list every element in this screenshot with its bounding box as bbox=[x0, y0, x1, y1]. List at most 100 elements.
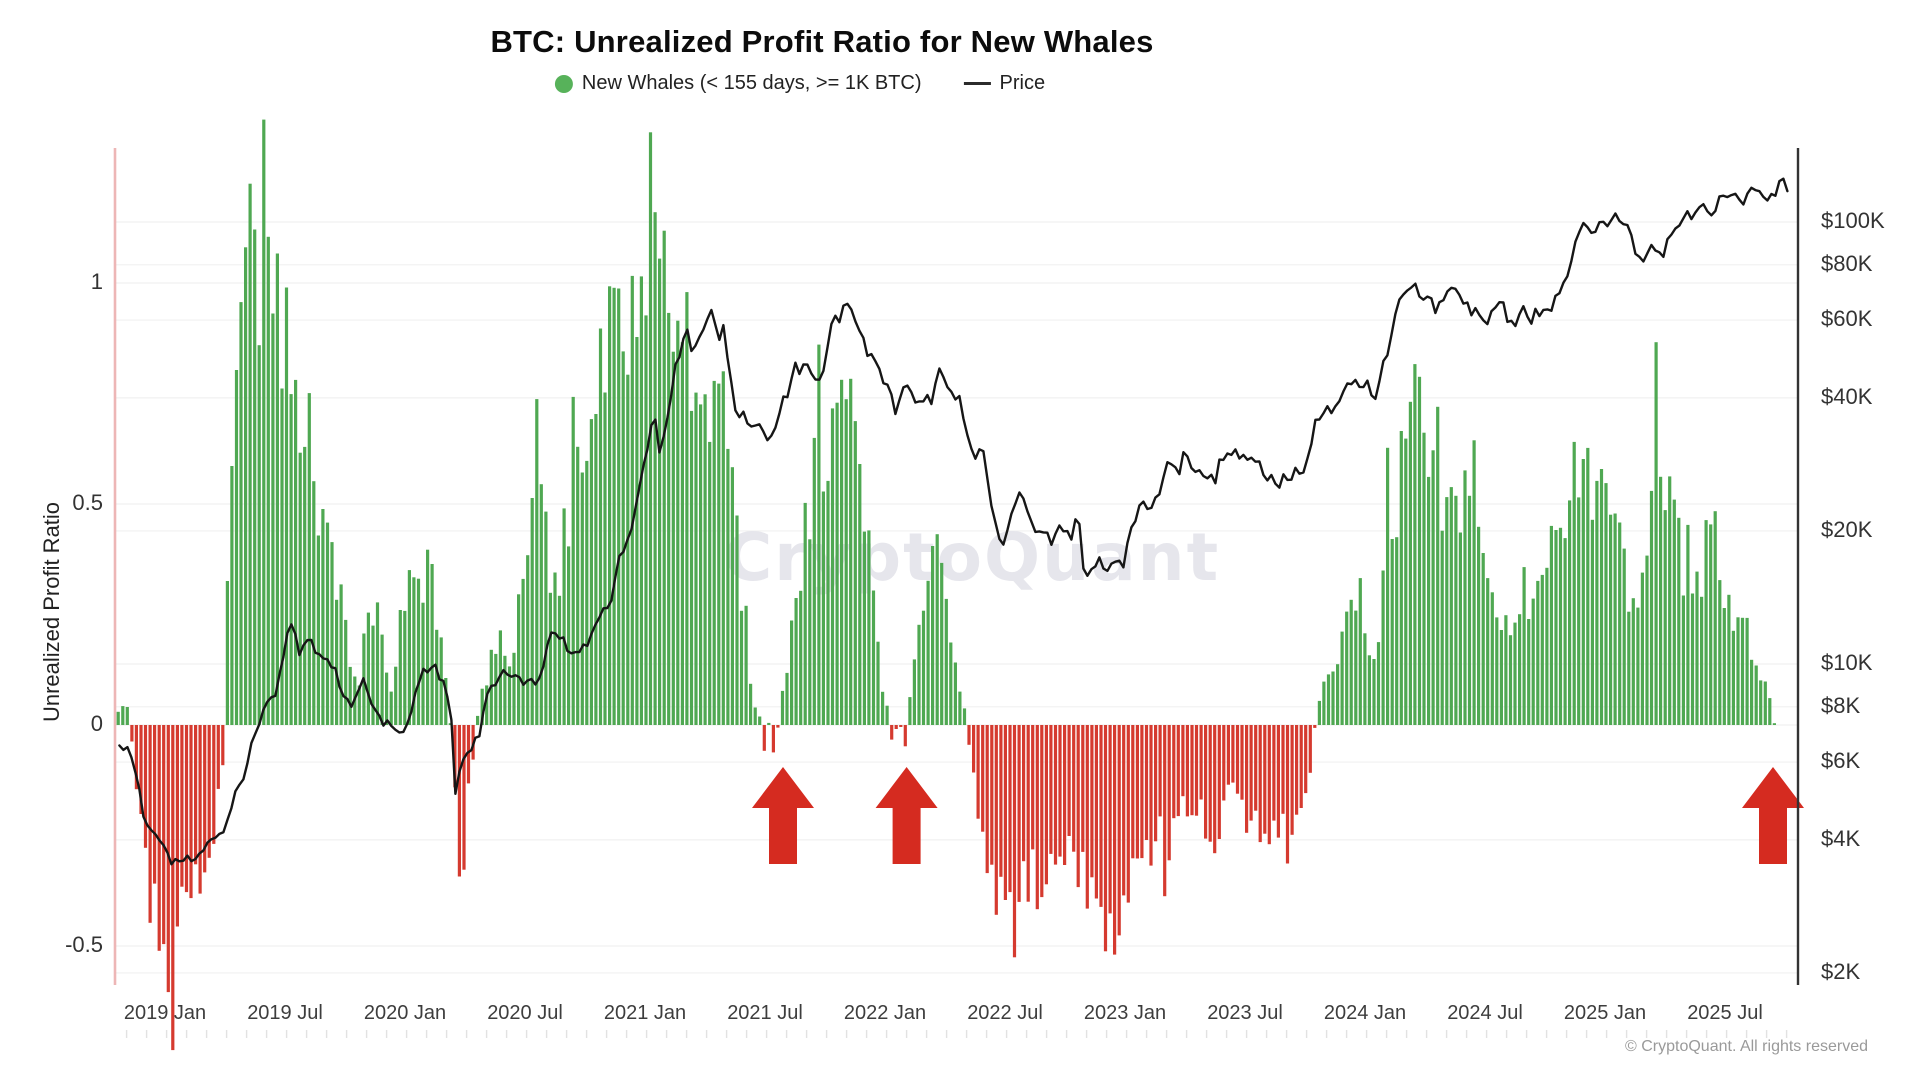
ratio-bar-negative bbox=[1285, 725, 1290, 864]
y-axis-right-tick-label: $6K bbox=[1821, 748, 1861, 774]
ratio-bar-positive bbox=[1718, 580, 1722, 725]
ratio-bar-positive bbox=[1549, 525, 1553, 725]
ratio-bar-positive bbox=[1381, 570, 1385, 725]
ratio-bar-negative bbox=[134, 725, 138, 790]
ratio-bar-positive bbox=[1581, 459, 1585, 725]
ratio-bar-positive bbox=[1477, 526, 1481, 725]
ratio-bar-negative bbox=[180, 725, 184, 887]
ratio-bar-positive bbox=[1709, 524, 1713, 725]
ratio-bar-positive bbox=[862, 531, 866, 725]
ratio-bar-negative bbox=[194, 725, 198, 865]
ratio-bar-positive bbox=[935, 534, 939, 725]
ratio-bar-negative bbox=[1167, 725, 1171, 861]
ratio-bar-negative bbox=[1099, 725, 1103, 907]
ratio-bar-positive bbox=[944, 598, 948, 725]
ratio-bar-positive bbox=[1363, 633, 1367, 725]
x-axis-tick-label: 2019 Jul bbox=[247, 1002, 323, 1024]
ratio-bar-positive bbox=[426, 549, 430, 725]
ratio-bar-negative bbox=[453, 725, 457, 788]
ratio-bar-positive bbox=[1390, 539, 1394, 725]
ratio-bar-positive bbox=[562, 508, 566, 725]
ratio-bar-positive bbox=[553, 572, 557, 725]
ratio-bar-positive bbox=[1454, 495, 1458, 725]
ratio-bar-positive bbox=[357, 685, 361, 725]
ratio-bar-negative bbox=[221, 725, 225, 766]
ratio-bar-positive bbox=[271, 313, 275, 725]
ratio-bar-negative bbox=[1012, 725, 1017, 958]
ratio-bar-negative bbox=[1190, 725, 1194, 816]
ratio-bar-positive bbox=[908, 697, 912, 725]
ratio-bar-positive bbox=[1713, 511, 1717, 725]
ratio-bar-positive bbox=[617, 288, 621, 725]
ratio-bar-positive bbox=[307, 393, 311, 725]
ratio-bar-positive bbox=[1431, 450, 1435, 725]
ratio-bar-positive bbox=[234, 370, 239, 725]
ratio-bar-positive bbox=[940, 562, 944, 725]
ratio-bar-negative bbox=[171, 725, 175, 1051]
ratio-bar-positive bbox=[1663, 510, 1667, 725]
ratio-bar-positive bbox=[1322, 681, 1326, 725]
ratio-bar-positive bbox=[1354, 610, 1358, 725]
ratio-bar-positive bbox=[1463, 470, 1467, 725]
ratio-bar-negative bbox=[1122, 725, 1126, 896]
ratio-bar-positive bbox=[621, 351, 625, 725]
x-axis-tick-label: 2024 Jan bbox=[1323, 1002, 1407, 1024]
ratio-bar-positive bbox=[1540, 574, 1544, 725]
ratio-bar-positive bbox=[694, 392, 698, 725]
ratio-bar-negative bbox=[1053, 725, 1058, 865]
ratio-bar-negative bbox=[1308, 725, 1312, 773]
ratio-bar-positive bbox=[571, 396, 575, 725]
ratio-bar-negative bbox=[1258, 725, 1262, 843]
ratio-bar-positive bbox=[721, 371, 725, 725]
ratio-bar-positive bbox=[385, 672, 389, 725]
ratio-bar-positive bbox=[1686, 524, 1690, 725]
ratio-bar-positive bbox=[316, 535, 320, 725]
ratio-bar-negative bbox=[143, 725, 148, 848]
ratio-bar-negative bbox=[1126, 725, 1130, 903]
ratio-bar-negative bbox=[1172, 725, 1176, 819]
ratio-bar-positive bbox=[630, 275, 634, 725]
ratio-bar-positive bbox=[658, 258, 662, 725]
ratio-bar-positive bbox=[421, 602, 425, 725]
ratio-bar-positive bbox=[294, 379, 298, 725]
ratio-bar-negative bbox=[1072, 725, 1076, 852]
x-axis-tick-label: 2024 Jul bbox=[1447, 1002, 1523, 1024]
ratio-bar-positive bbox=[1504, 615, 1508, 725]
ratio-bar-positive bbox=[826, 480, 830, 725]
ratio-bar-positive bbox=[767, 722, 771, 725]
ratio-bar-negative bbox=[1076, 725, 1080, 888]
ratio-bar-positive bbox=[1677, 517, 1681, 725]
ratio-bar-negative bbox=[175, 725, 179, 927]
ratio-bar-negative bbox=[1245, 725, 1249, 833]
ratio-bar-positive bbox=[407, 570, 411, 725]
ratio-bar-positive bbox=[567, 546, 571, 725]
ratio-bar-positive bbox=[312, 481, 316, 725]
x-axis-tick-label: 2022 Jan bbox=[843, 1002, 927, 1024]
ratio-bar-positive bbox=[794, 598, 798, 725]
ratio-bar-positive bbox=[1408, 401, 1412, 725]
ratio-bar-negative bbox=[1235, 725, 1240, 794]
ratio-bar-negative bbox=[189, 725, 193, 899]
ratio-bar-positive bbox=[121, 706, 125, 725]
ratio-bar-positive bbox=[780, 690, 785, 725]
ratio-bar-negative bbox=[212, 725, 216, 844]
ratio-bar-negative bbox=[1140, 725, 1144, 859]
ratio-bar-negative bbox=[1067, 725, 1071, 836]
ratio-bar-negative bbox=[207, 725, 211, 858]
ratio-bar-positive bbox=[708, 441, 712, 725]
x-axis-tick-label: 2023 Jul bbox=[1207, 1002, 1283, 1024]
ratio-bar-negative bbox=[1113, 725, 1117, 955]
ratio-bar-positive bbox=[1690, 593, 1695, 725]
up-arrow-annotation bbox=[1742, 767, 1804, 864]
ratio-bar-positive bbox=[749, 683, 753, 725]
ratio-bar-positive bbox=[1636, 607, 1640, 725]
ratio-bar-positive bbox=[1590, 519, 1594, 725]
ratio-bar-positive bbox=[1654, 342, 1658, 725]
ratio-bar-negative bbox=[1217, 725, 1221, 839]
ratio-bar-positive bbox=[280, 388, 284, 725]
ratio-bar-negative bbox=[1267, 725, 1271, 845]
ratio-bar-positive bbox=[1495, 617, 1499, 725]
x-axis-tick-label: 2020 Jan bbox=[363, 1002, 447, 1024]
axis-lines bbox=[113, 148, 1800, 985]
